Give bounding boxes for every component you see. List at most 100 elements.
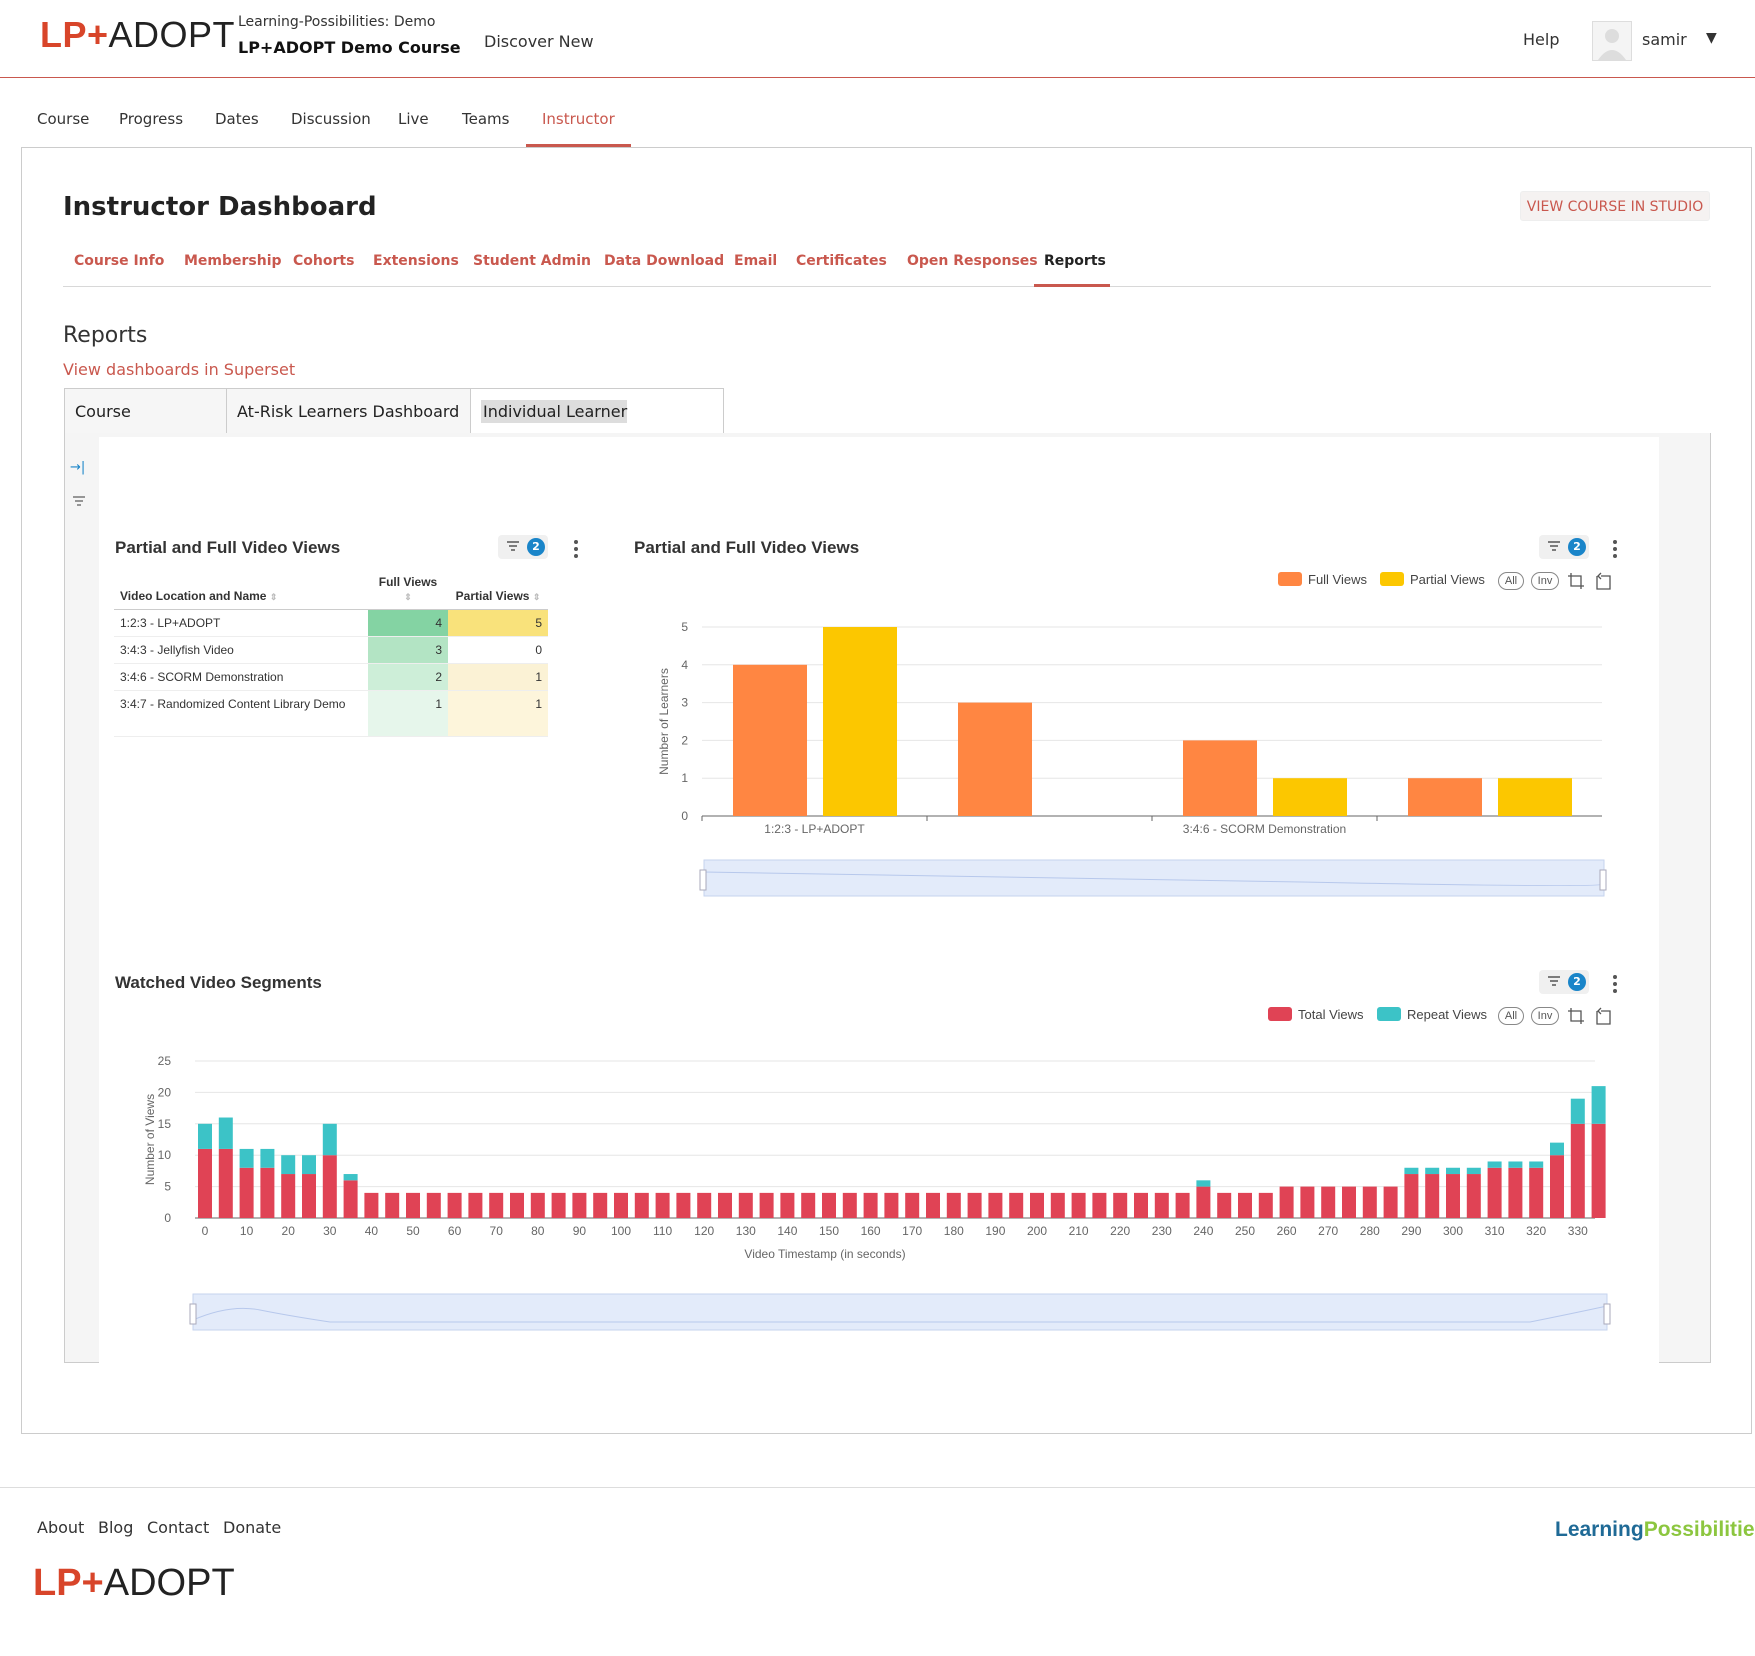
chart-bar	[1498, 778, 1572, 816]
chart-bar-total	[1300, 1186, 1315, 1218]
tab-discussion[interactable]: Discussion	[291, 110, 371, 128]
footer-link-contact[interactable]: Contact	[147, 1518, 210, 1537]
chart-bar	[1183, 740, 1257, 816]
chart-bar-total	[198, 1148, 212, 1218]
x-tick-label: 210	[1069, 1224, 1089, 1238]
legend-total-views[interactable]: Total Views	[1268, 1007, 1364, 1022]
chart-bar-repeat	[281, 1155, 296, 1175]
view-in-studio-button[interactable]: VIEW COURSE IN STUDIO	[1520, 191, 1710, 221]
tab-membership[interactable]: Membership	[184, 253, 282, 269]
discover-new-link[interactable]: Discover New	[484, 32, 594, 51]
zoom-slider	[192, 1293, 1608, 1331]
tab-data-download[interactable]: Data Download	[604, 253, 725, 269]
x-tick-label: 290	[1401, 1224, 1421, 1238]
chart-bar-total	[1570, 1123, 1585, 1218]
expand-filters-icon[interactable]: →|	[70, 460, 86, 475]
chevron-down-icon[interactable]: ▼	[1706, 30, 1717, 46]
tab-teams[interactable]: Teams	[462, 110, 510, 128]
table-cell: 2	[368, 663, 448, 691]
tab-individual-learner-dashboard[interactable]: Individual Learner Dashboard	[470, 388, 724, 469]
legend-partial-views[interactable]: Partial Views	[1380, 572, 1485, 587]
zoom-icon[interactable]	[1567, 572, 1585, 590]
tab-progress[interactable]: Progress	[119, 110, 184, 128]
legend-select-all-button[interactable]: All	[1498, 572, 1524, 590]
chart-bar-total	[614, 1192, 628, 1218]
table-panel-title: Partial and Full Video Views	[115, 538, 341, 557]
tab-open-responses[interactable]: Open Responses	[907, 253, 1038, 269]
tab-extensions[interactable]: Extensions	[373, 253, 459, 269]
legend-full-views[interactable]: Full Views	[1278, 572, 1367, 587]
tab-dates[interactable]: Dates	[215, 110, 259, 128]
legend-repeat-views[interactable]: Repeat Views	[1377, 1007, 1487, 1022]
chart-bar-total	[905, 1192, 920, 1218]
x-tick-label: 30	[323, 1224, 337, 1238]
x-tick-label: 1:2:3 - LP+ADOPT	[764, 822, 865, 836]
superset-link[interactable]: View dashboards in Superset	[63, 360, 296, 379]
chart-bar-total	[1529, 1167, 1544, 1218]
site-logo[interactable]: LP+ADOPT	[40, 14, 236, 55]
legend-invert-button[interactable]: Inv	[1531, 1007, 1559, 1025]
table-cell: 1:2:3 - LP+ADOPT	[114, 609, 368, 637]
tab-certificates[interactable]: Certificates	[796, 253, 887, 269]
column-header[interactable]: Video Location and Name ⇕	[114, 573, 368, 610]
x-tick-label: 70	[490, 1224, 504, 1238]
zoom-icon[interactable]	[1567, 1007, 1585, 1025]
chart-bar-total	[1071, 1192, 1086, 1218]
page-title: Instructor Dashboard	[63, 192, 377, 222]
filter-icon[interactable]	[72, 492, 86, 511]
more-options-icon[interactable]	[574, 540, 580, 561]
chart-bar-repeat	[1591, 1086, 1606, 1124]
chart-bar-total	[1050, 1192, 1065, 1218]
chart-bar-total	[1196, 1186, 1211, 1218]
footer-logo[interactable]: LP+ADOPT	[33, 1562, 235, 1604]
partner-logo[interactable]: LearningPossibilities	[1555, 1518, 1755, 1541]
tab-instructor[interactable]: Instructor	[542, 110, 615, 128]
tab-student-admin[interactable]: Student Admin	[473, 253, 592, 269]
table-cell: 0	[448, 636, 548, 664]
x-tick-label: 110	[653, 1224, 672, 1238]
chart-bar-total	[697, 1192, 712, 1218]
x-tick-label: 140	[777, 1224, 797, 1238]
chart-bar-total	[593, 1192, 608, 1218]
filter-badge[interactable]: 2	[1539, 535, 1589, 559]
column-header[interactable]: Full Views ⇕	[368, 573, 448, 610]
column-header[interactable]: Partial Views ⇕	[448, 573, 548, 610]
tab-live[interactable]: Live	[398, 110, 429, 128]
help-link[interactable]: Help	[1523, 30, 1560, 49]
tab-reports[interactable]: Reports	[1044, 253, 1106, 269]
chart-bar-total	[801, 1192, 816, 1218]
more-options-icon[interactable]	[1613, 540, 1619, 561]
zoom-reset-icon[interactable]	[1594, 572, 1612, 590]
table-cell: 3:4:6 - SCORM Demonstration	[114, 663, 368, 691]
chart-bar-repeat	[198, 1123, 212, 1149]
x-tick-label: 60	[448, 1224, 462, 1238]
table-cell: 3	[368, 636, 448, 664]
zoom-reset-icon[interactable]	[1594, 1007, 1612, 1025]
filter-count: 2	[1568, 538, 1586, 556]
more-options-icon[interactable]	[1613, 975, 1619, 996]
footer-link-about[interactable]: About	[37, 1518, 85, 1537]
footer-link-donate[interactable]: Donate	[223, 1518, 282, 1537]
tab-cohorts[interactable]: Cohorts	[293, 253, 355, 269]
zoom-handle-left	[699, 869, 707, 891]
filter-badge[interactable]: 2	[498, 535, 548, 559]
tab-email[interactable]: Email	[734, 253, 778, 269]
chart-bar-total	[1591, 1123, 1606, 1218]
legend-invert-button[interactable]: Inv	[1531, 572, 1559, 590]
legend-select-all-button[interactable]: All	[1498, 1007, 1524, 1025]
footer-link-blog[interactable]: Blog	[98, 1518, 134, 1537]
filter-badge[interactable]: 2	[1539, 970, 1589, 994]
table-cell: 1	[368, 690, 448, 737]
avatar[interactable]	[1592, 21, 1632, 61]
chart-bar-total	[1404, 1174, 1419, 1218]
tab-course-info[interactable]: Course Info	[74, 253, 165, 269]
tab-course[interactable]: Course	[37, 110, 90, 128]
user-menu[interactable]: samir	[1642, 30, 1687, 49]
y-tick-label: 0	[164, 1211, 171, 1225]
tab-at-risk-dashboard[interactable]: At-Risk Learners Dashboard	[226, 388, 471, 434]
tab-course-dashboard[interactable]: Course Dashboard	[64, 388, 227, 467]
chart-bar-total	[489, 1192, 504, 1218]
chart-bar-total	[468, 1192, 483, 1218]
table-cell: 5	[448, 609, 548, 637]
x-tick-label: 300	[1443, 1224, 1463, 1238]
